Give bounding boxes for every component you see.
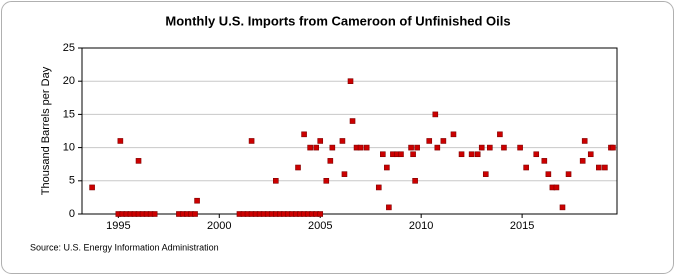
data-point: [327, 158, 334, 164]
data-point: [579, 158, 586, 164]
y-tick-label: 5: [69, 175, 75, 187]
data-point: [317, 211, 324, 217]
data-point: [533, 151, 540, 158]
data-point: [347, 78, 354, 84]
data-point: [313, 144, 319, 151]
data-point: [323, 178, 330, 184]
data-point: [386, 204, 392, 211]
y-tick-label: 15: [63, 108, 75, 120]
data-point: [517, 144, 523, 151]
x-tick-label: 2015: [510, 220, 534, 232]
data-point: [458, 151, 465, 158]
y-tick-label: 10: [63, 142, 75, 154]
data-point: [410, 151, 416, 158]
data-point: [408, 144, 414, 151]
data-point: [553, 184, 560, 191]
data-point: [192, 211, 198, 217]
data-point: [545, 171, 552, 177]
data-point: [602, 164, 608, 171]
data-point: [307, 144, 313, 151]
data-point: [414, 144, 420, 151]
data-point: [450, 131, 457, 138]
data-point: [426, 138, 433, 144]
data-point: [341, 171, 348, 177]
data-point: [587, 151, 594, 158]
data-point: [610, 144, 616, 151]
data-point: [357, 144, 364, 151]
data-point: [380, 151, 386, 158]
data-point: [434, 144, 441, 151]
data-point: [117, 138, 124, 144]
data-point: [482, 171, 489, 177]
data-point: [541, 158, 548, 164]
x-tick-label: 2005: [308, 220, 332, 232]
plot-border: [81, 47, 618, 215]
data-point: [349, 118, 356, 124]
y-tick-label: 0: [69, 208, 75, 220]
data-point: [581, 138, 588, 144]
data-point: [384, 164, 390, 171]
x-tick-label: 2010: [409, 220, 433, 232]
source-note: Source: U.S. Energy Information Administ…: [30, 242, 219, 252]
data-point: [501, 144, 507, 151]
data-point: [248, 138, 255, 144]
data-point: [523, 164, 529, 171]
data-point: [317, 138, 324, 144]
y-tick-label: 25: [63, 42, 75, 54]
data-point: [412, 178, 418, 184]
data-point: [487, 144, 493, 151]
data-point: [432, 111, 439, 118]
data-point: [474, 151, 481, 158]
data-point: [194, 197, 200, 204]
data-point: [596, 164, 602, 171]
data-point: [559, 204, 566, 211]
data-point: [295, 164, 301, 171]
data-point: [329, 144, 336, 151]
data-point: [151, 211, 158, 217]
data-point: [301, 131, 307, 138]
data-point: [363, 144, 370, 151]
x-tick-label: 1995: [106, 220, 130, 232]
data-point: [440, 138, 447, 144]
data-point: [375, 184, 382, 191]
data-point: [273, 178, 279, 184]
data-point: [398, 151, 404, 158]
data-point: [478, 144, 485, 151]
data-point: [497, 131, 503, 138]
chart-title: Monthly U.S. Imports from Cameroon of Un…: [165, 13, 510, 28]
data-point: [135, 158, 142, 164]
x-tick-label: 2000: [207, 220, 231, 232]
data-point: [89, 184, 95, 191]
y-axis-label: Thousand Barrels per Day: [40, 66, 52, 195]
data-point: [339, 138, 346, 144]
data-point: [565, 171, 572, 177]
y-tick-label: 20: [63, 75, 75, 87]
data-point: [468, 151, 475, 158]
